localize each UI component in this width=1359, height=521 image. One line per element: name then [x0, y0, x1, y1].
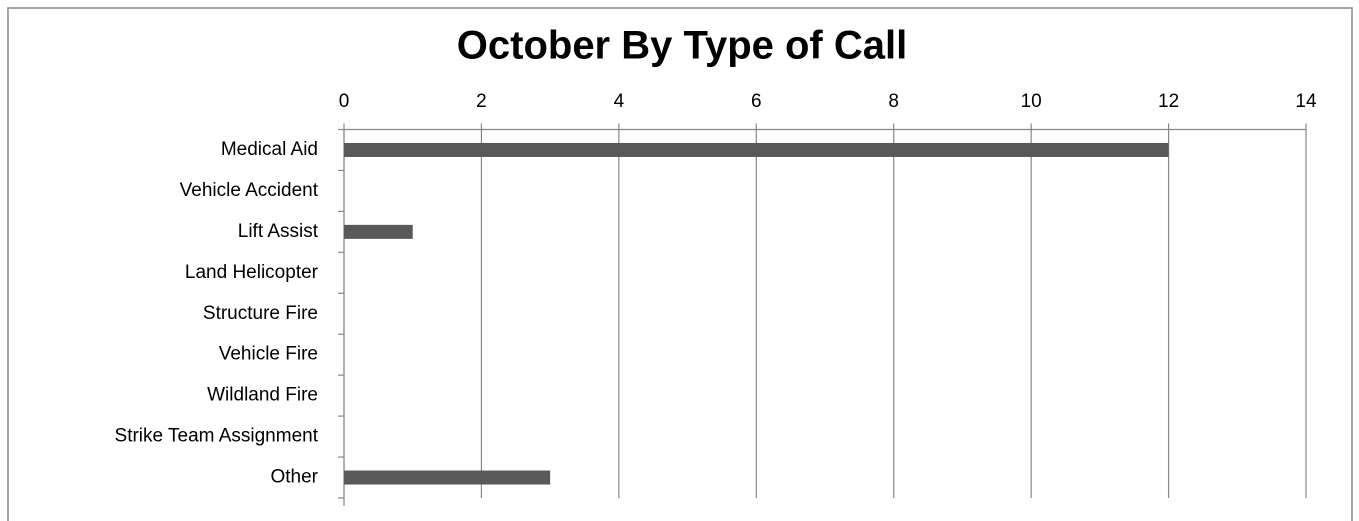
x-tick-label: 4: [614, 91, 625, 112]
y-tick-label: Vehicle Accident: [180, 180, 319, 201]
bar: [344, 142, 1169, 157]
y-tick-label: Structure Fire: [203, 303, 318, 324]
x-tick-label: 10: [1021, 91, 1042, 112]
y-tick-label: Vehicle Fire: [219, 344, 318, 365]
x-tick-label: 14: [1295, 91, 1317, 112]
bar: [344, 470, 551, 485]
chart-frame: [7, 7, 1353, 521]
x-tick-label: 0: [339, 91, 350, 112]
bar: [344, 224, 413, 239]
y-tick-label: Medical Aid: [221, 139, 318, 160]
y-tick-label: Other: [270, 467, 318, 488]
x-tick-label: 6: [751, 91, 762, 112]
chart-title: October By Type of Call: [457, 24, 907, 68]
x-tick-label: 8: [888, 91, 899, 112]
y-tick-label: Land Helicopter: [185, 262, 319, 283]
y-tick-label: Strike Team Assignment: [115, 426, 319, 447]
x-tick-label: 2: [476, 91, 487, 112]
y-tick-label: Wildland Fire: [207, 385, 318, 406]
x-tick-label: 12: [1158, 91, 1179, 112]
y-tick-label: Lift Assist: [238, 221, 319, 242]
